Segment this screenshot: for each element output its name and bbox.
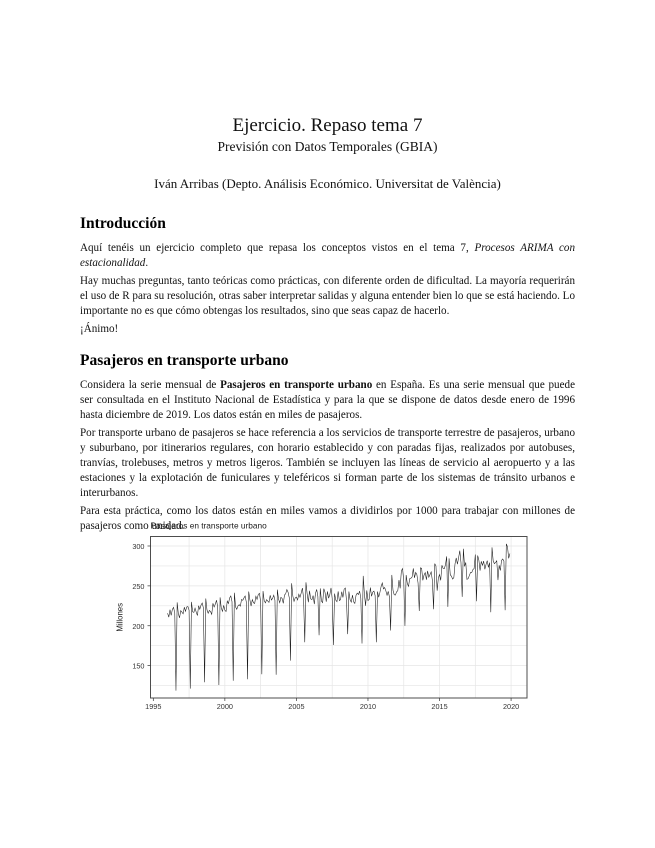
svg-text:2010: 2010 — [360, 702, 376, 711]
svg-text:Millones: Millones — [116, 603, 125, 632]
svg-text:2005: 2005 — [288, 702, 304, 711]
svg-text:2000: 2000 — [217, 702, 233, 711]
svg-text:150: 150 — [132, 662, 144, 671]
svg-text:1995: 1995 — [145, 702, 161, 711]
svg-text:2020: 2020 — [503, 702, 519, 711]
svg-text:2015: 2015 — [431, 702, 447, 711]
svg-text:200: 200 — [132, 622, 144, 631]
svg-text:Pasajeros en transporte urbano: Pasajeros en transporte urbano — [151, 521, 268, 531]
svg-text:300: 300 — [132, 542, 144, 551]
svg-text:250: 250 — [132, 582, 144, 591]
